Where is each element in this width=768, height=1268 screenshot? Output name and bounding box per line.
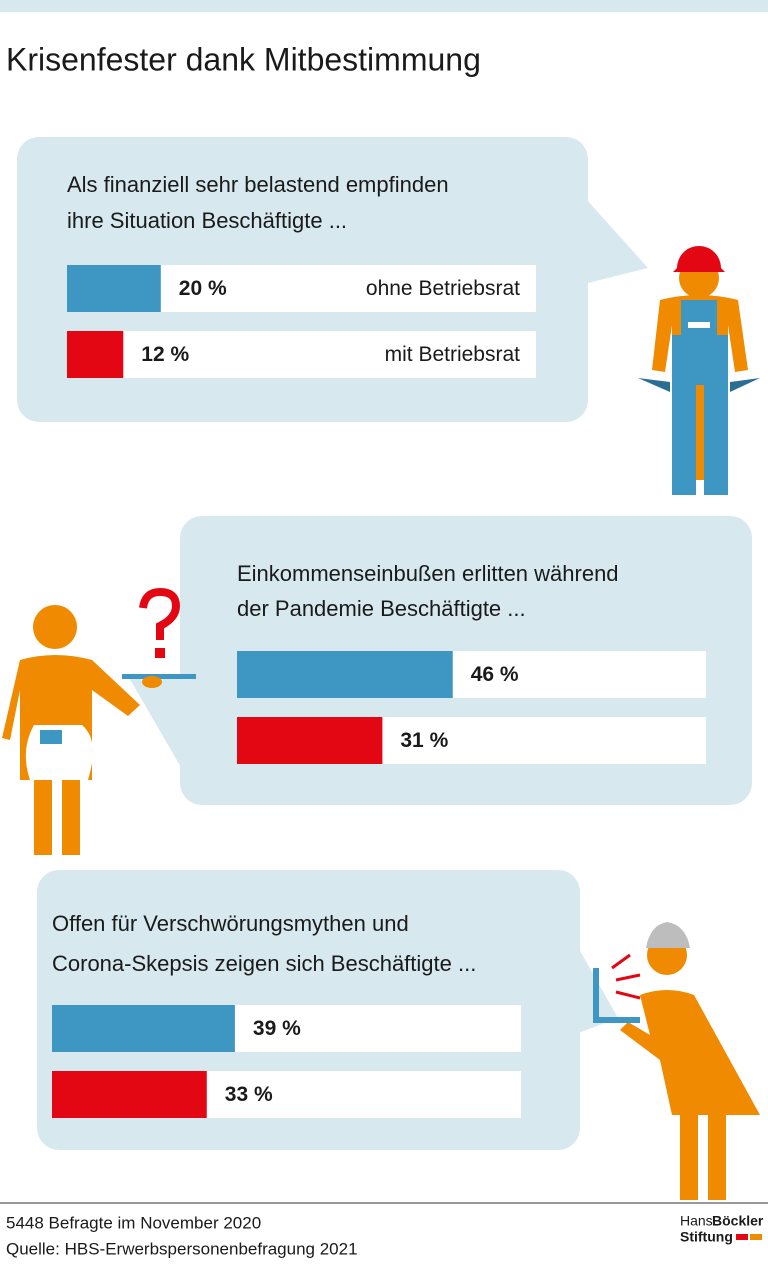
- legend-label: ohne Betriebsrat: [366, 277, 520, 300]
- panel-title: Corona-Skepsis zeigen sich Beschäftigte …: [52, 951, 476, 976]
- value-label: 20 %: [179, 277, 227, 300]
- bar: [67, 331, 124, 378]
- worker-figure: [638, 246, 760, 495]
- logo-text: Böckler: [712, 1213, 764, 1229]
- logo-text: Stiftung: [680, 1229, 733, 1245]
- panel-title: der Pandemie Beschäftigte ...: [237, 596, 526, 621]
- footer-note: 5448 Befragte im November 2020: [6, 1213, 261, 1232]
- bar: [52, 1005, 235, 1052]
- bar: [52, 1071, 207, 1118]
- bar: [237, 717, 383, 764]
- panel-title: Offen für Verschwörungsmythen und: [52, 911, 409, 936]
- panel-title: Als finanziell sehr belastend empfinden: [67, 172, 449, 197]
- panel-title: ihre Situation Beschäftigte ...: [67, 208, 347, 233]
- logo-text: Hans: [680, 1213, 713, 1229]
- value-label: 31 %: [400, 729, 448, 752]
- bar: [237, 651, 453, 698]
- waiter-figure: [2, 587, 196, 855]
- logo-mark: [750, 1234, 762, 1240]
- legend-label: mit Betriebsrat: [385, 343, 521, 366]
- woman-figure: [593, 922, 760, 1200]
- bar-track: [67, 331, 536, 378]
- footer-source: Quelle: HBS-Erwerbspersonenbefragung 202…: [6, 1239, 358, 1258]
- page-title: Krisenfester dank Mitbestimmung: [6, 41, 481, 77]
- bar: [67, 265, 161, 312]
- top-band: [0, 0, 768, 12]
- value-label: 39 %: [253, 1017, 301, 1040]
- logo-mark: [736, 1234, 748, 1240]
- value-label: 46 %: [471, 663, 519, 686]
- panel-title: Einkommenseinbußen erlitten während: [237, 561, 619, 586]
- value-label: 12 %: [141, 343, 189, 366]
- value-label: 33 %: [225, 1083, 273, 1106]
